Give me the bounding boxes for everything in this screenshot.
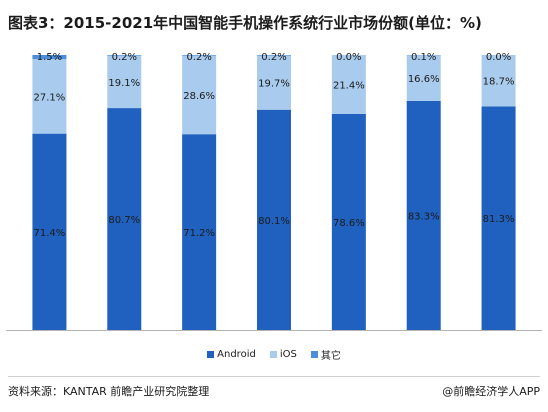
data-label-android-2016: 80.7% [108, 215, 140, 226]
data-label-other-2018: 0.2% [261, 52, 286, 63]
data-label-android-2018: 80.1% [258, 216, 290, 227]
data-label-android-2019: 78.6% [333, 218, 365, 229]
data-label-ios-2019: 21.4% [333, 80, 365, 91]
data-label-ios-2015: 27.1% [34, 92, 66, 103]
bar-segment-android-2019 [331, 113, 366, 330]
bar-segment-ios-2019 [331, 55, 366, 114]
bar-segment-other-2016 [107, 55, 142, 56]
legend-swatch-other [310, 351, 318, 358]
data-label-ios-2016: 19.1% [108, 78, 140, 89]
bar-segment-other-2015 [32, 55, 67, 60]
source-note: 资料来源：KANTAR 前瞻产业研究院整理 [8, 385, 210, 398]
data-label-android-2017: 71.2% [183, 228, 215, 239]
legend-item-android: Android [207, 347, 256, 362]
bar-segment-ios-2020 [406, 55, 441, 101]
data-label-ios-2020: 16.6% [408, 74, 440, 85]
bar-segment-other-2017 [182, 55, 217, 56]
data-label-other-2017: 0.2% [186, 52, 211, 63]
chart-legend: Android iOS 其它 [0, 347, 548, 362]
legend-label-android: Android [217, 349, 256, 360]
data-label-other-2016: 0.2% [112, 52, 137, 63]
data-label-other-2021: 0.0% [486, 52, 511, 63]
stacked-bar-chart: 71.4% 27.1% 1.5% 80.7% 19.1% 0.2% 71.2% 28.6% 0.… [6, 52, 542, 331]
bar-segment-ios-2016 [107, 55, 142, 109]
brand-credit: @前瞻经济学人APP [442, 385, 540, 398]
bar-segment-android-2017 [182, 134, 217, 330]
data-label-ios-2018: 19.7% [258, 79, 290, 90]
bar-segment-android-2015 [32, 133, 67, 330]
legend-item-other: 其它 [310, 347, 341, 362]
legend-label-ios: iOS [279, 349, 297, 360]
data-label-android-2021: 81.3% [483, 214, 515, 225]
bar-segment-other-2018 [257, 55, 291, 56]
bar-segment-android-2020 [406, 100, 441, 330]
data-label-ios-2021: 18.7% [483, 77, 515, 88]
data-label-other-2015: 1.5% [37, 52, 62, 63]
legend-swatch-ios [269, 351, 277, 358]
data-label-android-2015: 71.4% [34, 228, 66, 239]
bar-segment-android-2021 [481, 106, 516, 330]
bar-segment-ios-2018 [257, 55, 291, 110]
chart-title: 图表3：2015-2021年中国智能手机操作系统行业市场份额(单位：%) [8, 14, 482, 32]
bar-segment-ios-2015 [32, 59, 67, 134]
data-label-other-2020: 0.1% [411, 52, 436, 63]
bar-segment-android-2018 [257, 109, 291, 330]
legend-swatch-android [207, 351, 215, 358]
legend-item-ios: iOS [269, 347, 297, 362]
bar-segment-android-2016 [107, 108, 142, 330]
footer-divider [8, 376, 540, 377]
legend-label-other: 其它 [320, 351, 341, 362]
data-label-android-2020: 83.3% [408, 211, 440, 222]
bar-segment-ios-2021 [481, 55, 516, 107]
data-label-other-2019: 0.0% [336, 52, 361, 63]
bar-segment-ios-2017 [182, 55, 217, 135]
data-label-ios-2017: 28.6% [183, 91, 215, 102]
